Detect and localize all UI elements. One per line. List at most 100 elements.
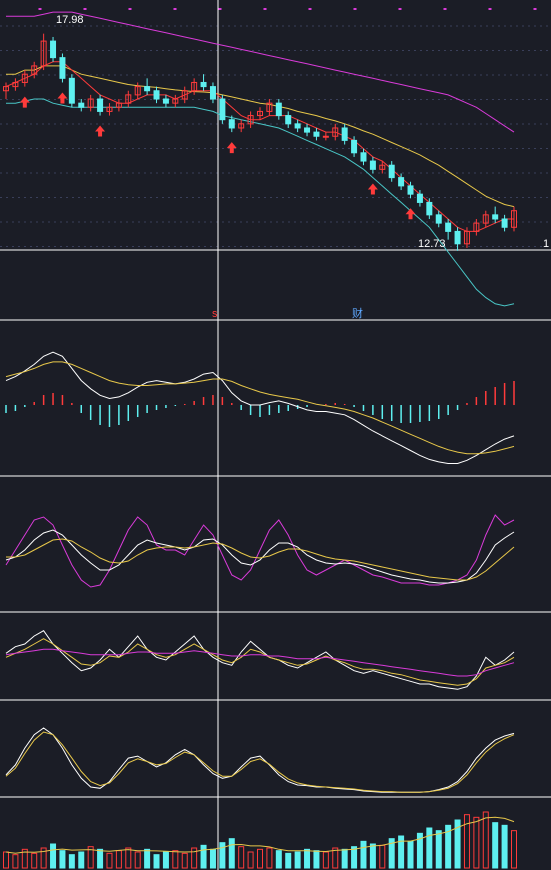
volume-bar (379, 844, 386, 869)
candle-body (125, 94, 132, 104)
volume-bar (369, 843, 376, 869)
candle-body (313, 131, 320, 137)
volume-bar (454, 819, 461, 869)
buy-arrow-icon (226, 142, 237, 154)
candle-body (266, 102, 273, 112)
high-price-label: 17.98 (56, 14, 84, 26)
candle-body (78, 102, 85, 108)
candle-body (12, 81, 19, 88)
volume-bar (115, 850, 122, 869)
candle-body (106, 106, 113, 112)
macd-dif-line (5, 351, 515, 464)
kdj-panel[interactable] (5, 514, 515, 588)
candle-body (304, 127, 311, 133)
volume-ma-line (5, 816, 515, 854)
candle-body (322, 135, 329, 138)
volume-bar (228, 838, 235, 869)
candle-body (426, 201, 433, 216)
volume-panel[interactable] (3, 811, 517, 869)
candle-body (191, 81, 198, 92)
candle-body (257, 110, 263, 117)
buy-arrow-icon (19, 96, 30, 108)
low-price-label: 12.73 (418, 238, 446, 250)
rsi-fast-line (5, 630, 515, 690)
candle-body (435, 214, 442, 224)
osc-slow-line (5, 731, 515, 793)
macd-panel[interactable] (5, 351, 515, 464)
candle-body (445, 222, 452, 232)
kdj-k-line (5, 529, 515, 584)
volume-bar (341, 848, 348, 869)
candle-body (50, 40, 57, 59)
volume-bar (322, 851, 329, 869)
volume-bar (219, 842, 226, 869)
volume-bar (97, 848, 104, 869)
finance-marker[interactable]: 财 (352, 306, 363, 320)
volume-bar (463, 814, 470, 869)
rsi-panel[interactable] (5, 630, 515, 690)
volume-bar (106, 852, 113, 869)
candle-body (454, 230, 461, 245)
ma-mid-line (6, 65, 515, 208)
price-panel[interactable] (3, 11, 517, 307)
candle-body (416, 193, 423, 203)
band-lower-line (6, 98, 515, 307)
volume-bar (473, 816, 480, 869)
candle-body (369, 160, 376, 170)
candle-body (473, 222, 480, 232)
candle-body (87, 98, 94, 108)
candle-body (341, 127, 348, 141)
volume-bar (492, 822, 499, 869)
band-upper-line (6, 11, 515, 133)
buy-arrow-icon (95, 125, 106, 137)
volume-bar (172, 850, 179, 869)
candle-body (351, 139, 358, 154)
volume-bar (153, 854, 160, 869)
candle-body (162, 98, 169, 104)
candle-body (31, 65, 38, 75)
volume-bar (435, 830, 442, 869)
candle-body (219, 98, 226, 121)
candle-body (388, 164, 395, 179)
volume-bar (501, 824, 508, 869)
buy-arrow-icon (367, 183, 378, 195)
kdj-j-line (5, 514, 515, 588)
candle-body (68, 77, 75, 104)
volume-bar (162, 851, 169, 869)
candle-body (181, 90, 188, 100)
volume-bar (12, 854, 19, 869)
volume-bar (257, 848, 263, 869)
candle-body (360, 152, 367, 162)
candle-body (463, 230, 470, 245)
rsi-mid-line (5, 638, 515, 686)
volume-bar (31, 852, 38, 869)
candle-body (407, 185, 414, 195)
volume-bar (3, 851, 9, 869)
candle-body (21, 73, 28, 83)
volume-bar (360, 840, 367, 869)
candle-body (134, 86, 141, 96)
candle-body (285, 115, 292, 125)
rsi-slow-line (5, 648, 515, 677)
volume-bar (50, 843, 57, 869)
candle-body (59, 57, 66, 79)
candle-body (247, 115, 254, 125)
candle-body (40, 40, 47, 67)
oscillator-panel[interactable] (5, 727, 515, 793)
candle-body (398, 177, 405, 187)
candle-body (228, 119, 235, 129)
volume-bar (304, 848, 311, 869)
volume-bar (68, 854, 75, 869)
candle-body (144, 86, 151, 92)
volume-bar (134, 851, 141, 869)
volume-bar (294, 851, 301, 869)
candle-body (209, 86, 216, 100)
volume-bar (125, 847, 132, 869)
candle-body (379, 164, 386, 170)
event-marker[interactable]: s (212, 308, 218, 320)
candle-body (332, 127, 339, 137)
volume-bar (416, 832, 423, 869)
volume-bar (87, 846, 94, 869)
candle-body (115, 102, 122, 108)
